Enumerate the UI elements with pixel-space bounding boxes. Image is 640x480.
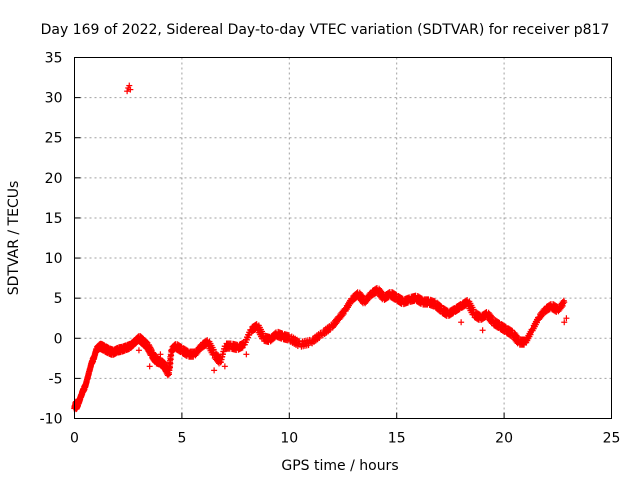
data-point bbox=[127, 86, 134, 93]
x-tick-label: 20 bbox=[495, 431, 513, 447]
data-point bbox=[327, 326, 334, 333]
data-point bbox=[164, 372, 171, 379]
x-tick-label: 0 bbox=[70, 431, 79, 447]
data-point bbox=[527, 331, 534, 338]
y-tick-label: 5 bbox=[54, 291, 63, 307]
data-point bbox=[135, 347, 142, 354]
y-tick-label: 25 bbox=[45, 131, 63, 147]
y-tick-label: 15 bbox=[45, 211, 63, 227]
x-tick-label: 15 bbox=[388, 431, 406, 447]
data-point bbox=[558, 304, 565, 311]
x-tick-label: 25 bbox=[603, 431, 621, 447]
data-points bbox=[71, 82, 570, 413]
y-tick-label: 20 bbox=[45, 171, 63, 187]
data-point bbox=[339, 312, 346, 319]
data-point bbox=[219, 351, 226, 358]
y-tick-label: 10 bbox=[45, 251, 63, 267]
data-point bbox=[449, 310, 456, 317]
data-point bbox=[218, 356, 225, 363]
y-tick-label: 35 bbox=[45, 51, 63, 67]
data-point bbox=[124, 88, 131, 95]
data-point bbox=[211, 367, 218, 374]
data-point bbox=[563, 315, 570, 322]
data-point bbox=[221, 363, 228, 370]
y-tick-label: -5 bbox=[49, 371, 63, 387]
data-point bbox=[333, 320, 340, 327]
data-point bbox=[365, 296, 372, 303]
plot-frame bbox=[74, 57, 612, 419]
x-axis: 0 5 10 15 20 25 bbox=[70, 412, 621, 447]
data-point bbox=[533, 319, 540, 326]
data-point bbox=[219, 353, 226, 360]
y-tick-label: 0 bbox=[54, 331, 63, 347]
x-tick-label: 5 bbox=[177, 431, 186, 447]
data-point bbox=[157, 351, 164, 358]
data-point bbox=[243, 351, 250, 358]
data-point bbox=[146, 363, 153, 370]
data-point bbox=[316, 335, 323, 342]
y-tick-label: 30 bbox=[45, 91, 63, 107]
data-point bbox=[126, 82, 133, 89]
data-point bbox=[539, 312, 546, 319]
x-tick-label: 10 bbox=[280, 431, 298, 447]
data-point bbox=[559, 302, 566, 309]
data-point bbox=[455, 306, 462, 313]
data-point bbox=[85, 371, 92, 378]
data-point bbox=[83, 379, 90, 386]
x-axis-label: GPS time / hours bbox=[281, 458, 398, 474]
data-point bbox=[561, 319, 568, 326]
data-point bbox=[479, 327, 486, 334]
y-axis: -10 -5 0 5 10 15 20 25 30 35 bbox=[40, 51, 81, 428]
data-point bbox=[295, 337, 302, 344]
data-point bbox=[217, 359, 224, 366]
chart-title: Day 169 of 2022, Sidereal Day-to-day VTE… bbox=[41, 22, 610, 38]
data-point bbox=[270, 335, 277, 342]
y-tick-label: -10 bbox=[40, 412, 63, 428]
data-point bbox=[340, 310, 347, 317]
data-point bbox=[561, 299, 568, 306]
data-point bbox=[458, 319, 465, 326]
data-point bbox=[167, 353, 174, 360]
grid bbox=[74, 57, 612, 419]
data-point bbox=[195, 348, 202, 355]
y-axis-label: SDTVAR / TECUs bbox=[6, 181, 22, 296]
data-point bbox=[246, 332, 253, 339]
